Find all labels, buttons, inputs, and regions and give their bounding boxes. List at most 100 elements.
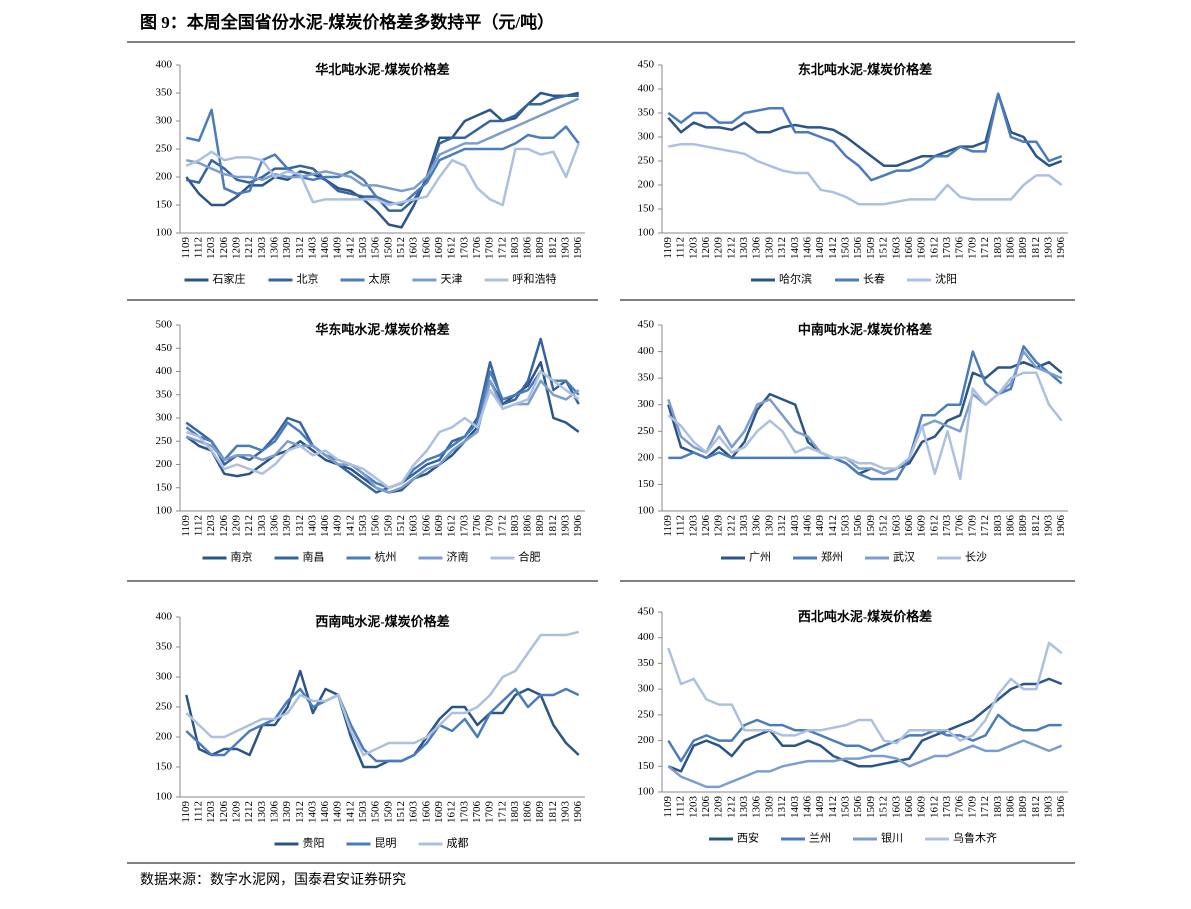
legend-label: 长沙: [965, 551, 987, 564]
x-tick-label: 1703: [458, 801, 470, 824]
chart-title: 中南吨水泥-煤炭价格差: [798, 322, 932, 337]
y-tick-label: 200: [638, 179, 655, 191]
x-tick-label: 1209: [713, 237, 725, 260]
x-tick-label: 1903: [560, 237, 572, 260]
x-tick-label: 1412: [827, 796, 839, 818]
series-line: [185, 360, 580, 494]
x-tick-label: 1606: [420, 515, 432, 538]
legend-label: 石家庄: [213, 272, 246, 286]
x-tick-label: 1712: [496, 237, 508, 259]
x-tick-label: 1706: [471, 515, 483, 538]
series-line: [667, 641, 1063, 745]
x-tick-label: 1709: [484, 801, 496, 824]
x-tick-label: 1806: [1004, 796, 1016, 819]
x-tick-label: 1606: [903, 796, 915, 819]
x-tick-label: 1612: [928, 237, 940, 259]
y-tick-label: 350: [156, 641, 173, 653]
y-tick-label: 400: [156, 365, 173, 377]
legend-label: 呼和浩特: [513, 272, 557, 286]
legend-label: 成都: [447, 837, 469, 850]
y-tick-label: 200: [156, 458, 173, 470]
x-tick-label: 1812: [1030, 515, 1042, 537]
x-tick-label: 1406: [801, 515, 813, 538]
x-tick-label: 1712: [979, 515, 991, 537]
y-tick-label: 450: [156, 342, 173, 354]
x-tick-label: 1412: [344, 237, 356, 259]
x-tick-label: 1612: [928, 515, 940, 537]
y-tick-label: 200: [638, 734, 655, 746]
x-tick-label: 1506: [852, 515, 864, 538]
x-tick-label: 1506: [370, 237, 382, 260]
x-tick-label: 1509: [865, 515, 877, 538]
x-tick-label: 1706: [954, 796, 966, 819]
y-tick-label: 250: [638, 708, 655, 720]
series-line: [186, 97, 580, 193]
x-tick-label: 1706: [954, 237, 966, 260]
y-tick-label: 250: [156, 701, 173, 713]
x-tick-label: 1203: [687, 237, 699, 260]
x-tick-label: 1303: [256, 237, 268, 260]
x-tick-label: 1212: [243, 515, 255, 537]
x-tick-label: 1303: [256, 515, 268, 538]
x-tick-label: 1509: [382, 237, 394, 260]
x-tick-label: 1606: [903, 515, 915, 538]
x-tick-label: 1903: [1043, 796, 1055, 819]
x-tick-label: 1512: [395, 801, 407, 823]
x-tick-label: 1403: [789, 515, 801, 538]
y-tick-label: 250: [156, 143, 173, 155]
x-tick-label: 1309: [281, 237, 293, 260]
x-tick-label: 1306: [751, 515, 763, 538]
x-tick-label: 1603: [408, 515, 420, 538]
x-tick-label: 1803: [509, 237, 521, 260]
y-tick-label: 350: [638, 657, 655, 669]
series-line: [185, 142, 580, 207]
y-tick-label: 200: [638, 451, 655, 463]
x-tick-label: 1812: [1030, 237, 1042, 259]
series-line: [186, 108, 580, 207]
series-line: [185, 370, 580, 490]
y-tick-label: 150: [156, 481, 173, 493]
x-tick-label: 1209: [230, 801, 242, 824]
x-tick-label: 1712: [496, 515, 508, 537]
x-tick-label: 1603: [408, 237, 420, 260]
y-tick-label: 300: [156, 671, 173, 683]
series-line: [185, 630, 579, 757]
series-line: [667, 713, 1062, 763]
x-tick-label: 1312: [294, 237, 306, 259]
x-tick-label: 1709: [484, 515, 496, 538]
x-tick-label: 1203: [687, 796, 699, 819]
x-tick-label: 1803: [992, 515, 1004, 538]
x-tick-label: 1812: [1030, 796, 1042, 818]
y-tick-label: 150: [156, 199, 173, 211]
chart-title: 西南吨水泥-煤炭价格差: [315, 614, 449, 629]
x-tick-label: 1112: [675, 237, 687, 258]
chart-title: 西北吨水泥-煤炭价格差: [798, 609, 932, 624]
series-line: [668, 142, 1063, 206]
x-tick-label: 1403: [789, 237, 801, 260]
x-tick-label: 1306: [268, 515, 280, 538]
series-line: [667, 371, 1063, 481]
x-tick-label: 1403: [306, 237, 318, 260]
series-line: [667, 92, 1063, 168]
x-tick-label: 1409: [814, 237, 826, 260]
x-tick-label: 1109: [180, 801, 192, 823]
legend-label: 昆明: [375, 837, 397, 850]
x-tick-label: 1212: [725, 796, 737, 818]
x-tick-label: 1303: [256, 801, 268, 824]
x-tick-label: 1703: [941, 237, 953, 260]
legend-label: 哈尔滨: [779, 272, 812, 286]
series-line: [185, 337, 580, 494]
series-line: [186, 94, 579, 212]
legend-label: 南京: [231, 550, 253, 564]
legend-label: 银川: [881, 831, 903, 845]
x-tick-label: 1512: [878, 515, 890, 537]
x-tick-label: 1609: [433, 801, 445, 824]
x-tick-label: 1312: [294, 515, 306, 537]
legend-label: 济南: [447, 550, 469, 564]
x-tick-label: 1609: [916, 515, 928, 538]
x-tick-label: 1512: [395, 237, 407, 259]
y-tick-label: 100: [638, 786, 655, 798]
x-tick-label: 1203: [687, 515, 699, 538]
x-tick-label: 1409: [814, 796, 826, 819]
x-tick-label: 1212: [243, 237, 255, 259]
